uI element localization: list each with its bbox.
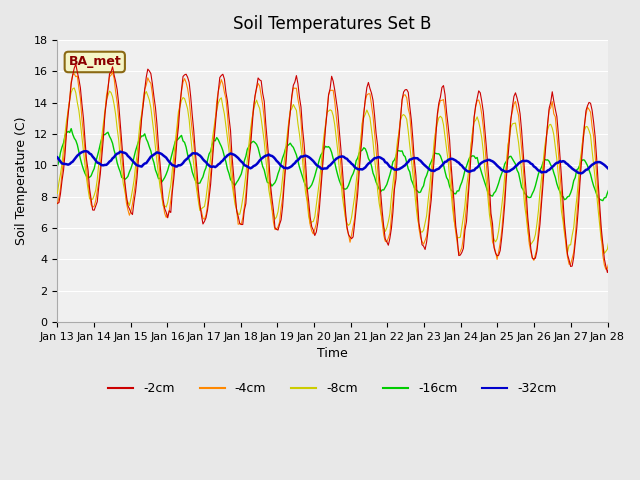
Text: BA_met: BA_met	[68, 56, 121, 69]
Title: Soil Temperatures Set B: Soil Temperatures Set B	[233, 15, 431, 33]
X-axis label: Time: Time	[317, 347, 348, 360]
Legend: -2cm, -4cm, -8cm, -16cm, -32cm: -2cm, -4cm, -8cm, -16cm, -32cm	[103, 377, 562, 400]
Y-axis label: Soil Temperature (C): Soil Temperature (C)	[15, 117, 28, 245]
